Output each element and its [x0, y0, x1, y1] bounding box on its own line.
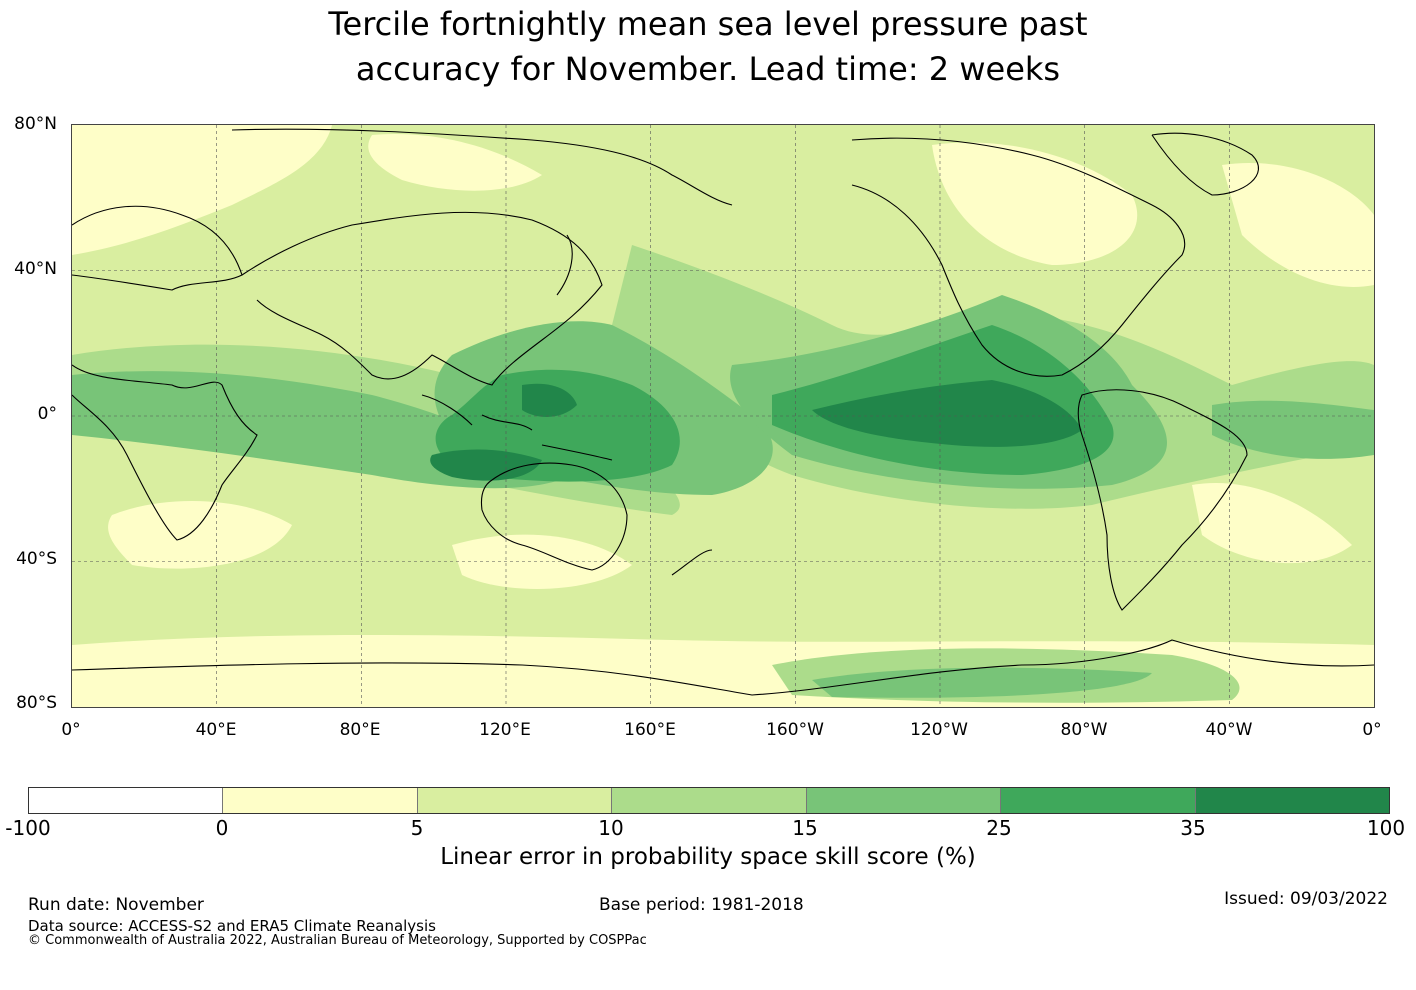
lon-label-40e: 40°E	[195, 720, 237, 740]
colorbar-segment	[417, 788, 613, 813]
lon-label-80e: 80°E	[339, 720, 381, 740]
title-line-2: accuracy for November. Lead time: 2 week…	[355, 50, 1061, 88]
lat-label-40n: 40°N	[14, 259, 57, 279]
colorbar-segment	[29, 788, 224, 813]
chart-title: Tercile fortnightly mean sea level press…	[0, 2, 1416, 92]
colorbar-segment	[612, 788, 807, 813]
lon-label-80w: 80°W	[1060, 720, 1108, 740]
lon-label-160e: 160°E	[624, 720, 676, 740]
skill-score-map	[71, 124, 1375, 708]
colorbar-segment	[1001, 788, 1196, 813]
base-period: Base period: 1981-2018	[599, 895, 804, 915]
colorbar-tick: 100	[1366, 816, 1406, 840]
lon-label-360: 0°	[1362, 720, 1382, 740]
lat-label-40s: 40°S	[16, 549, 57, 569]
lat-label-80n: 80°N	[14, 114, 57, 134]
colorbar-tick: 10	[598, 816, 624, 840]
lat-label-equator: 0°	[37, 404, 57, 424]
run-date: Run date: November	[28, 895, 204, 915]
lon-label-120e: 120°E	[479, 720, 531, 740]
colorbar-tick: 25	[986, 816, 1012, 840]
colorbar-segment	[806, 788, 1002, 813]
issued-date: Issued: 09/03/2022	[1224, 889, 1388, 909]
colorbar-title: Linear error in probability space skill …	[440, 844, 976, 870]
copyright: © Commonwealth of Australia 2022, Austra…	[28, 933, 647, 948]
colorbar-segment	[223, 788, 418, 813]
lon-label-120w: 120°W	[910, 720, 968, 740]
colorbar-tick: 5	[410, 816, 424, 840]
colorbar	[28, 787, 1390, 814]
lon-label-160w: 160°W	[766, 720, 824, 740]
lon-label-0: 0°	[61, 720, 81, 740]
title-line-1: Tercile fortnightly mean sea level press…	[328, 5, 1088, 43]
lat-label-80s: 80°S	[16, 693, 57, 713]
colorbar-tick: 0	[215, 816, 229, 840]
lon-label-40w: 40°W	[1205, 720, 1253, 740]
colorbar-tick: -100	[5, 816, 51, 840]
colorbar-tick: 15	[792, 816, 818, 840]
colorbar-tick: 35	[1180, 816, 1206, 840]
data-source: Data source: ACCESS-S2 and ERA5 Climate …	[28, 917, 436, 935]
colorbar-segment	[1195, 788, 1389, 813]
